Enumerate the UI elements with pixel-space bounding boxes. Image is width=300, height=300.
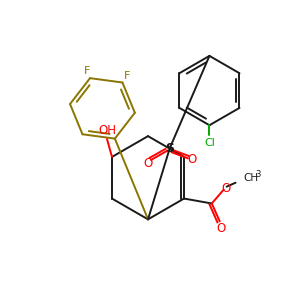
- Text: OH: OH: [98, 124, 116, 137]
- Text: 3: 3: [255, 170, 261, 179]
- Text: F: F: [124, 71, 130, 81]
- Text: Cl: Cl: [204, 138, 215, 148]
- Text: O: O: [221, 182, 230, 195]
- Text: S: S: [165, 142, 174, 154]
- Text: CH: CH: [244, 173, 259, 183]
- Text: O: O: [143, 158, 153, 170]
- Text: O: O: [216, 222, 225, 235]
- Text: O: O: [187, 153, 196, 167]
- Text: F: F: [84, 66, 90, 76]
